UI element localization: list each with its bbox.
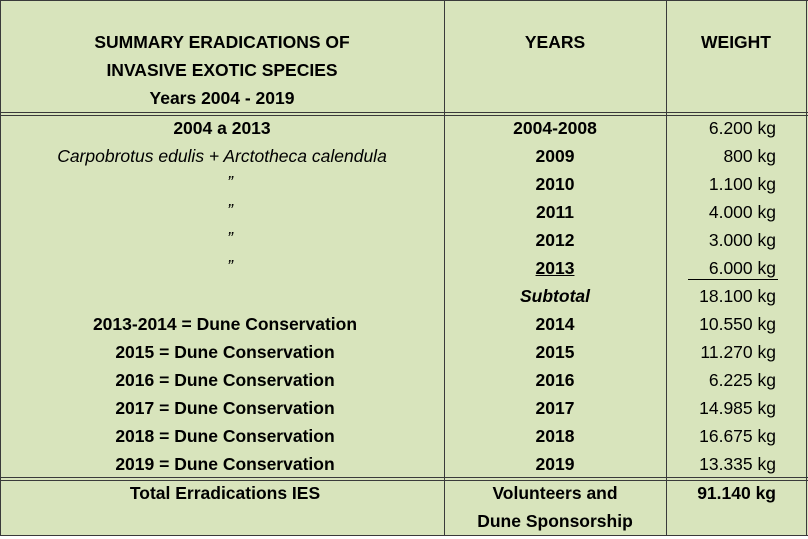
top-border — [0, 0, 808, 1]
row-year: 2019 — [535, 453, 575, 474]
row-desc: Carpobrotus edulis + Arctotheca calendul… — [57, 145, 387, 166]
ditto-mark: ” — [227, 199, 233, 220]
ditto-mark: ” — [227, 227, 233, 248]
row-weight: 16.675 kg — [699, 425, 776, 446]
row-year: 2012 — [535, 229, 575, 250]
row-weight: 6.000 kg — [708, 257, 776, 278]
left-border — [0, 0, 1, 536]
row-year: 2015 — [535, 341, 575, 362]
ditto-mark: ” — [227, 171, 233, 192]
total-label: Total Erradications IES — [129, 482, 321, 503]
header-divider-2 — [0, 115, 808, 116]
sponsor-line-1: Volunteers and — [492, 482, 618, 503]
row-weight: 13.335 kg — [699, 453, 776, 474]
row-weight: 6.200 kg — [708, 117, 776, 138]
row-weight: 10.550 kg — [699, 313, 776, 334]
subtotal-weight: 18.100 kg — [699, 285, 776, 306]
row-desc: 2015 = Dune Conservation — [115, 341, 335, 362]
row-year: 2014 — [535, 313, 575, 334]
title-line-1: SUMMARY ERADICATIONS OF — [94, 31, 350, 52]
row-desc: 2019 = Dune Conservation — [115, 453, 335, 474]
row-year: 2009 — [535, 145, 575, 166]
sponsor-line-2: Dune Sponsorship — [477, 510, 633, 531]
title-line-3: Years 2004 - 2019 — [149, 87, 295, 108]
row-desc: 2004 a 2013 — [173, 117, 271, 138]
row-weight: 1.100 kg — [708, 173, 776, 194]
row-weight: 6.225 kg — [708, 369, 776, 390]
footer-divider — [0, 477, 808, 478]
row-weight: 4.000 kg — [708, 201, 776, 222]
total-weight: 91.140 kg — [697, 482, 776, 503]
header-divider — [0, 112, 808, 113]
row-year: 2004-2008 — [513, 117, 597, 138]
row-weight: 3.000 kg — [708, 229, 776, 250]
row-year: 2011 — [536, 201, 574, 222]
title-line-2: INVASIVE EXOTIC SPECIES — [106, 59, 338, 80]
right-border — [806, 0, 807, 536]
col-divider-2 — [666, 0, 667, 536]
row-desc: 2013-2014 = Dune Conservation — [92, 313, 358, 334]
row-year: 2018 — [535, 425, 575, 446]
col-divider-1 — [444, 0, 445, 536]
row-desc: 2016 = Dune Conservation — [115, 369, 335, 390]
row-weight: 14.985 kg — [699, 397, 776, 418]
subtotal-label: Subtotal — [520, 285, 590, 306]
row-year: 2017 — [535, 397, 575, 418]
years-header: YEARS — [524, 31, 586, 52]
row-year: 2010 — [535, 173, 575, 194]
row-year: 2016 — [535, 369, 575, 390]
ditto-mark: ” — [227, 255, 233, 276]
row-desc: 2018 = Dune Conservation — [115, 425, 335, 446]
row-weight: 800 kg — [723, 145, 776, 166]
row-desc: 2017 = Dune Conservation — [115, 397, 335, 418]
footer-divider-2 — [0, 480, 808, 481]
row-weight: 11.270 kg — [700, 341, 776, 362]
row-year: 2013 — [535, 257, 575, 278]
weight-header: WEIGHT — [701, 31, 771, 52]
subtotal-rule — [688, 279, 778, 280]
bottom-border — [0, 535, 808, 536]
